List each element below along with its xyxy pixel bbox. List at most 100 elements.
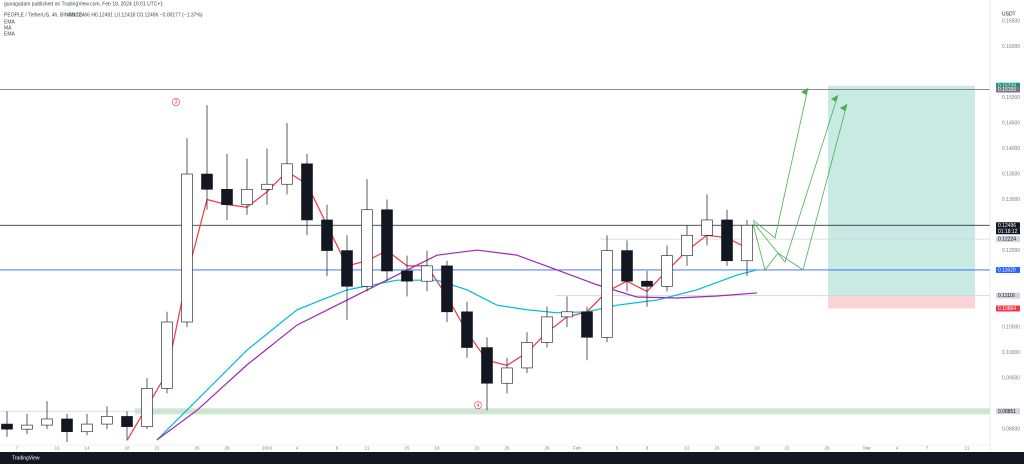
price-label: 0.12496 [998, 223, 1016, 229]
x-tick-label: 18 [434, 446, 440, 451]
wave-marker [474, 401, 482, 410]
legend-entry: EMA [4, 31, 16, 37]
legend-entry: EMA [4, 19, 16, 25]
y-tick-label: 0.08500 [1002, 427, 1020, 433]
candle-body [161, 321, 173, 389]
y-tick-label: 0.13000 [1002, 197, 1020, 203]
candle-body [201, 173, 213, 190]
x-tick-label: Mar [863, 446, 871, 451]
candle-body [381, 209, 393, 272]
candle-body [321, 219, 333, 251]
x-tick-label: 8 [336, 446, 339, 451]
candle-body [401, 270, 413, 282]
candle-body [361, 209, 373, 287]
x-tick-label: 2024 [262, 446, 273, 451]
price-label-box [996, 408, 1020, 415]
y-tick-label: 0.09500 [1002, 375, 1020, 381]
currency: USDT [1002, 11, 1016, 17]
y-tick-label: 0.16500 [1002, 18, 1020, 24]
target-zone [828, 85, 975, 296]
candle-body [601, 250, 613, 338]
arrow-head [840, 104, 847, 111]
projection-arrow [752, 94, 839, 263]
x-tick-label: Feb [573, 446, 581, 451]
x-tick-label: 4 [296, 446, 299, 451]
candle-body [461, 311, 473, 348]
candle-body [221, 189, 233, 205]
candle-body [41, 418, 53, 426]
candle-body [741, 224, 753, 262]
y-tick-label: 0.15000 [1002, 95, 1020, 101]
x-tick-label: 18 [124, 446, 130, 451]
countdown: 01:18:12 [998, 229, 1018, 235]
price-label: 0.15155 [998, 87, 1016, 93]
candle-body [701, 219, 713, 236]
moving-average [156, 269, 758, 441]
price-label-box [996, 222, 1020, 229]
candle-body [341, 250, 353, 287]
ohlc: O0.12466 H0.12491 L0.12418 C0.12496 −0.0… [68, 12, 203, 18]
x-tick-label: 28 [224, 446, 230, 451]
x-tick-label: 11 [365, 446, 370, 451]
arrow-head [801, 88, 808, 95]
footer-bar [0, 452, 1024, 464]
projection-arrow [752, 87, 809, 239]
candle-body [581, 311, 593, 338]
candle-body [441, 265, 453, 313]
x-tick-label: 11 [965, 446, 970, 451]
x-tick-label: 7 [16, 446, 19, 451]
publisher: gunagadam published on TradingView.com, … [4, 1, 163, 7]
x-tick-label: 5 [616, 446, 619, 451]
x-tick-label: 14 [84, 446, 90, 451]
x-tick-label: 15 [404, 446, 410, 451]
x-tick-label: 25 [504, 446, 510, 451]
candle-body [21, 424, 33, 430]
candle-body [721, 219, 733, 262]
candle-body [261, 183, 273, 190]
candle-body [1, 423, 13, 430]
candle-body [501, 367, 513, 384]
plot: 34 [0, 85, 990, 442]
price-label: 0.15229 [998, 83, 1016, 89]
wave-label: 3 [175, 100, 178, 106]
candle-body [81, 423, 93, 433]
candle-body [541, 316, 553, 343]
y-tick-label: 0.16000 [1002, 44, 1020, 50]
price-label: 0.10864 [998, 306, 1016, 312]
y-tick-label: 0.12000 [1002, 248, 1020, 254]
price-label: 0.11116 [998, 293, 1015, 299]
candle-body [621, 250, 633, 282]
x-tick-label: 19 [754, 446, 760, 451]
price-label: 0.12224 [998, 237, 1016, 243]
y-tick-label: 0.13500 [1002, 171, 1020, 177]
y-tick-label: 0.10000 [1002, 350, 1020, 356]
price-label: 0.11620 [998, 267, 1016, 273]
legend-entry: MA [4, 25, 12, 31]
x-tick-label: 26 [824, 446, 830, 451]
price-label-box [996, 236, 1020, 243]
candle-body [681, 234, 693, 256]
candle-body [561, 311, 573, 318]
x-tick-label: 15 [714, 446, 720, 451]
x-tick-label: 11 [55, 446, 60, 451]
price-label: 0.08851 [998, 409, 1016, 415]
candle-body [481, 347, 493, 384]
y-tick-label: 0.10500 [1002, 324, 1020, 330]
price-label-box [996, 266, 1020, 273]
x-tick-label: 21 [154, 446, 160, 451]
candle-body [661, 255, 673, 287]
price-label-box [996, 292, 1020, 299]
x-tick-label: 7 [926, 446, 929, 451]
x-tick-label: 22 [784, 446, 790, 451]
x-tick-label: 12 [684, 446, 690, 451]
price-label-box [996, 305, 1020, 312]
price-label-box [996, 86, 1020, 93]
candle-body [281, 163, 293, 185]
candle-body [521, 342, 533, 369]
y-tick-label: 0.14000 [1002, 146, 1020, 152]
candle-body [421, 265, 433, 282]
arrow-head [831, 95, 838, 102]
candle-body [301, 163, 313, 221]
